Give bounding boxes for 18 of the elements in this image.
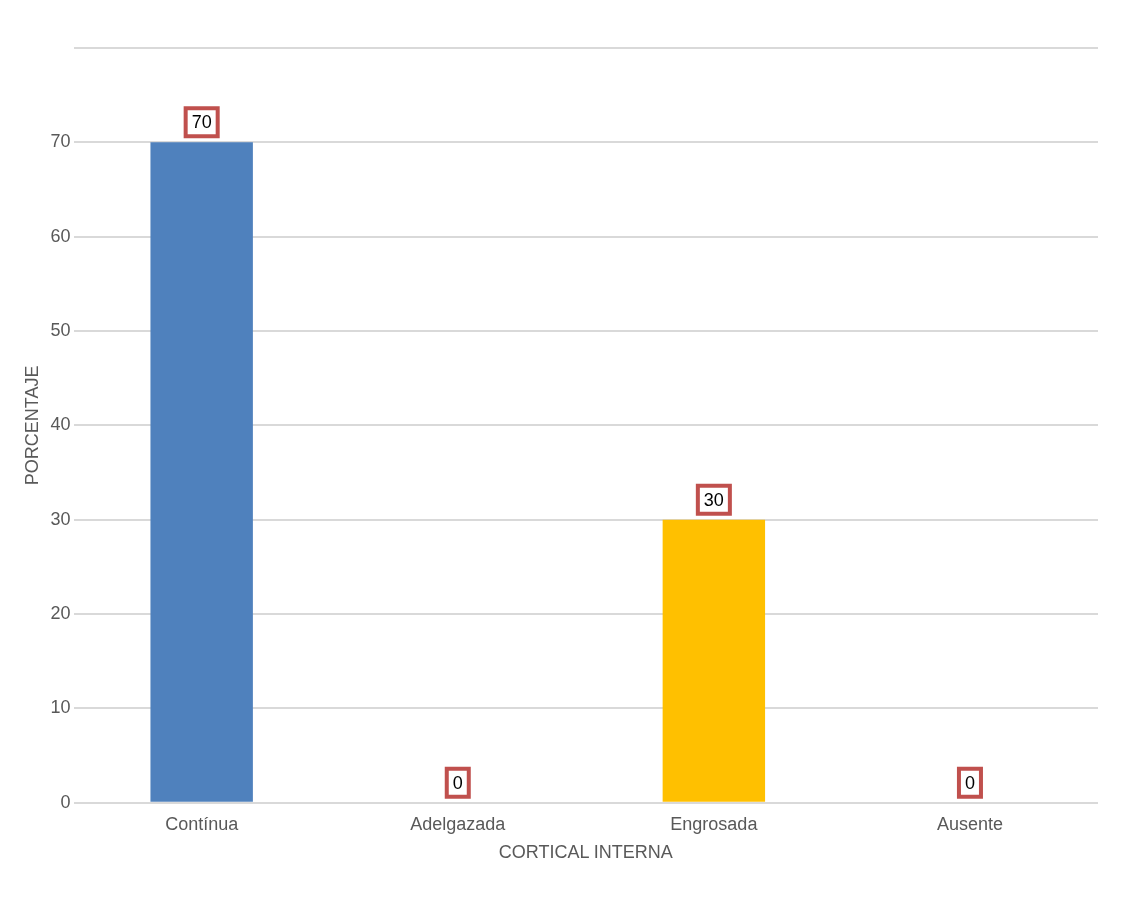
data-label: 0: [964, 772, 975, 793]
y-tick-label: 50: [50, 320, 71, 341]
x-tick-label: Ausente: [936, 813, 1003, 834]
x-tick-label: Contínua: [165, 813, 240, 834]
y-tick-label: 40: [50, 414, 71, 435]
y-tick-label: 10: [50, 697, 71, 718]
y-tick-label: 0: [60, 791, 71, 812]
x-axis-title: CORTICAL INTERNA: [498, 842, 673, 863]
x-tick-label: Engrosada: [670, 813, 759, 834]
y-axis-title: PORCENTAJE: [21, 365, 42, 486]
data-label: 30: [703, 489, 724, 510]
y-tick-label: 60: [50, 225, 71, 246]
data-label: 70: [191, 112, 212, 133]
y-tick-label: 70: [50, 131, 71, 152]
y-tick-label: 30: [50, 508, 71, 529]
x-tick-label: Adelgazada: [410, 813, 507, 834]
data-label: 0: [452, 772, 463, 793]
y-tick-label: 20: [50, 603, 71, 624]
